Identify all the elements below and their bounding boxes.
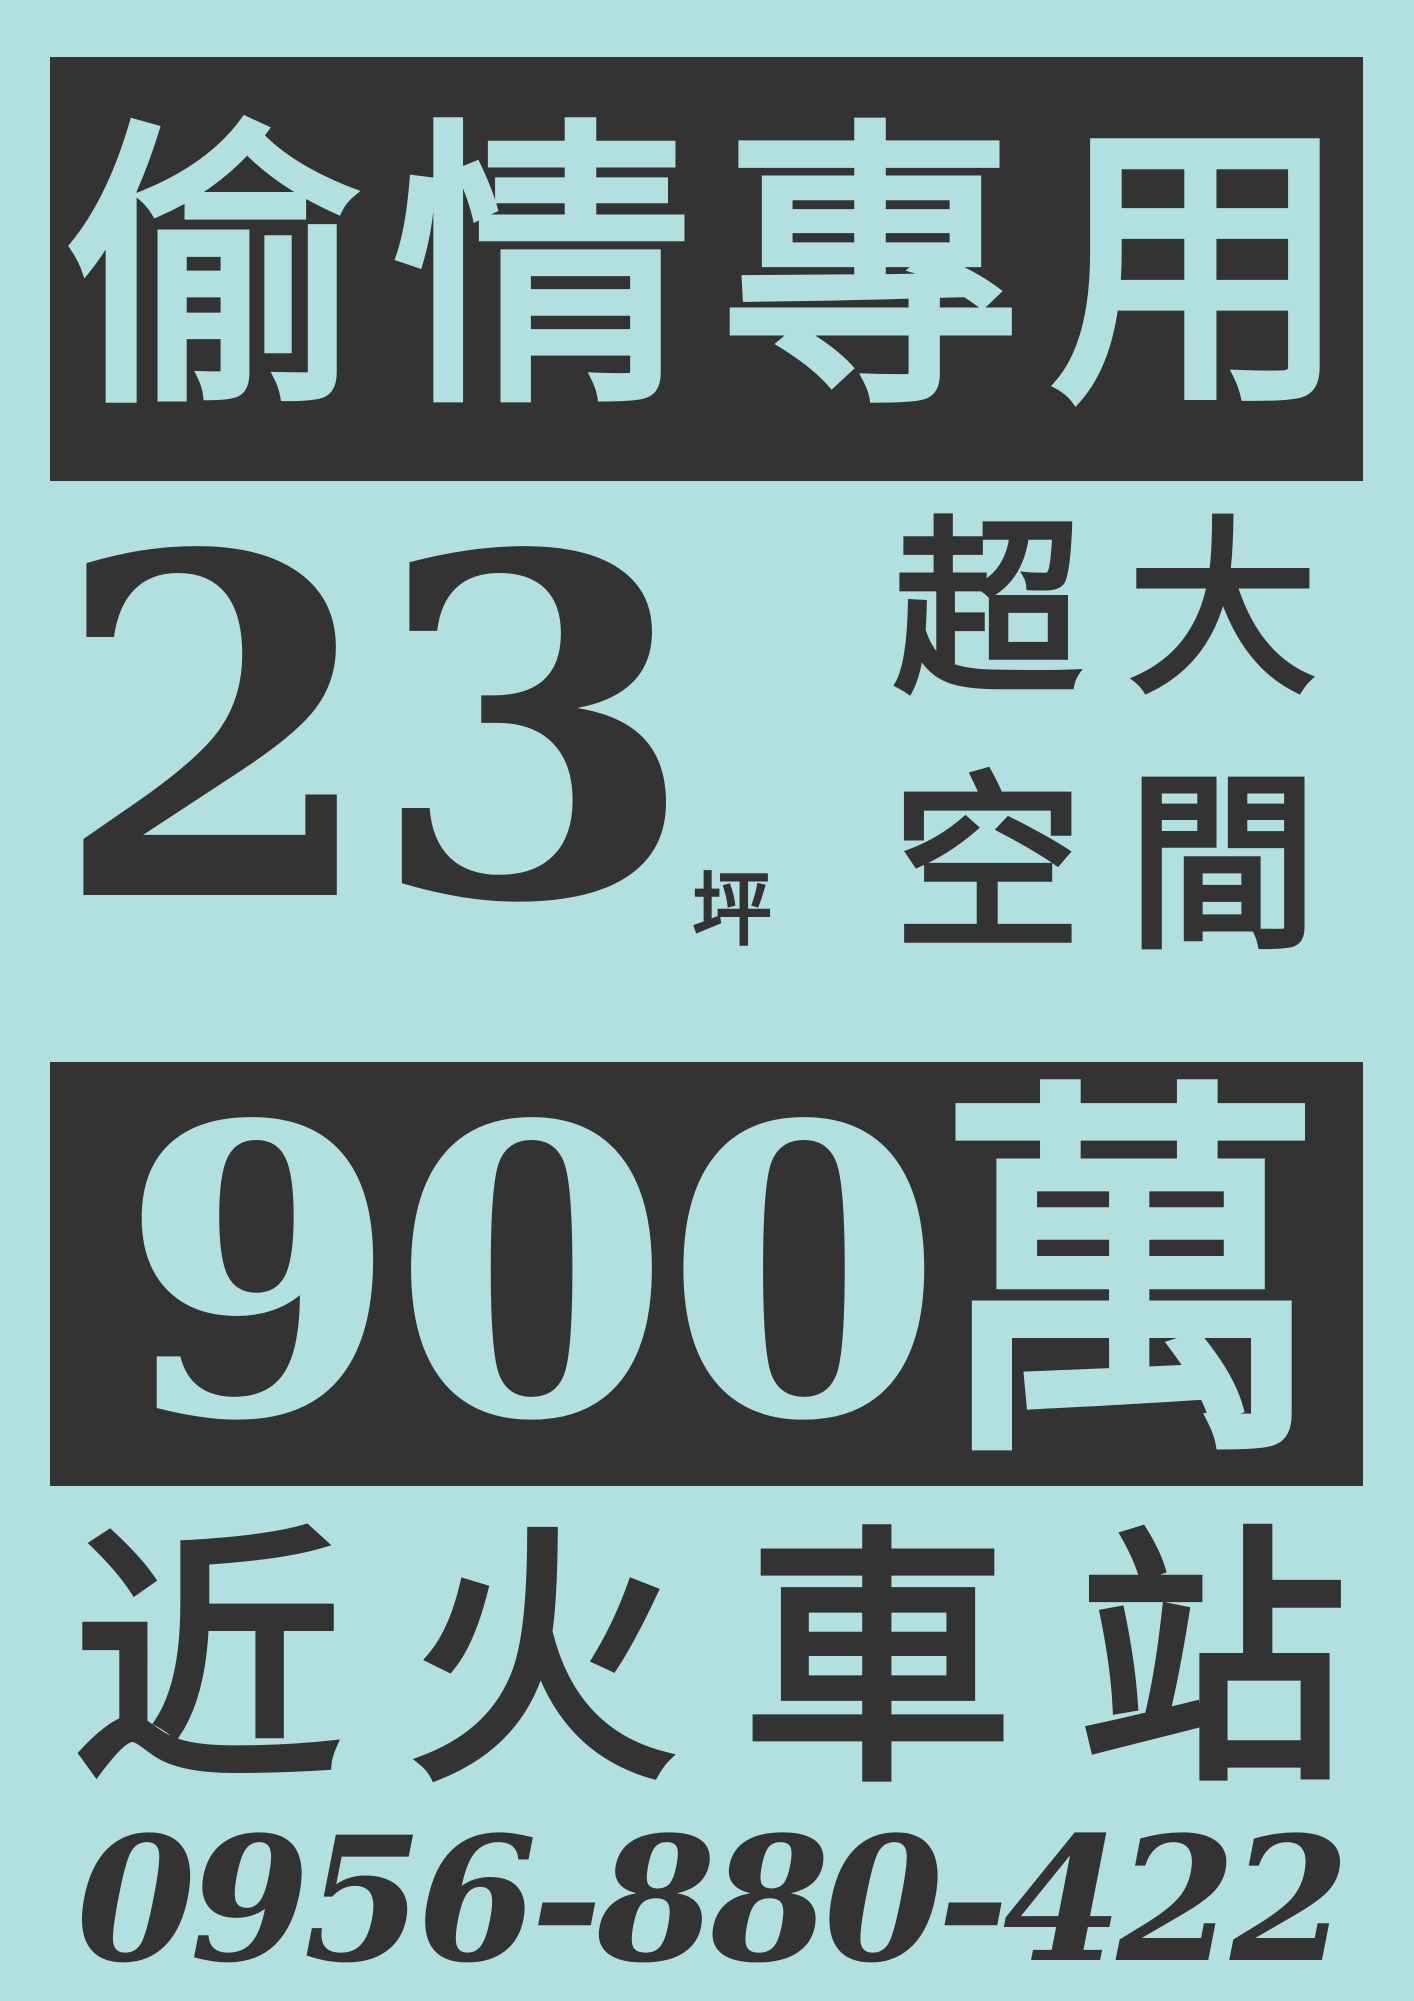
location-char: 近	[72, 1501, 343, 1819]
headline-char: 用	[1048, 92, 1349, 445]
price-value: 900	[120, 1039, 943, 1509]
size-label-char: 大	[1127, 498, 1318, 721]
size-unit: 坪	[692, 863, 772, 957]
location-char: 火	[407, 1501, 678, 1819]
headline-char: 情	[392, 92, 693, 445]
location-char: 車	[742, 1501, 1013, 1819]
size-label-char: 空	[892, 753, 1083, 976]
headline-banner: 偷 情 專 用	[50, 57, 1363, 481]
phone-number: 0956-880-422	[76, 1798, 1350, 2001]
headline: 偷 情 專 用	[50, 57, 1363, 481]
size-label: 超 大 空 間	[870, 498, 1340, 976]
size-label-char: 間	[1127, 753, 1318, 976]
location-text: 近 火 車 站	[40, 1500, 1380, 1820]
location-char: 站	[1077, 1501, 1348, 1819]
headline-char: 偷	[64, 92, 365, 445]
size-value: 23	[52, 454, 696, 1006]
size-label-char: 超	[892, 498, 1083, 721]
headline-char: 專	[720, 92, 1021, 445]
price-unit: 萬	[935, 1047, 1325, 1505]
price-banner: 900 萬	[50, 1062, 1363, 1486]
